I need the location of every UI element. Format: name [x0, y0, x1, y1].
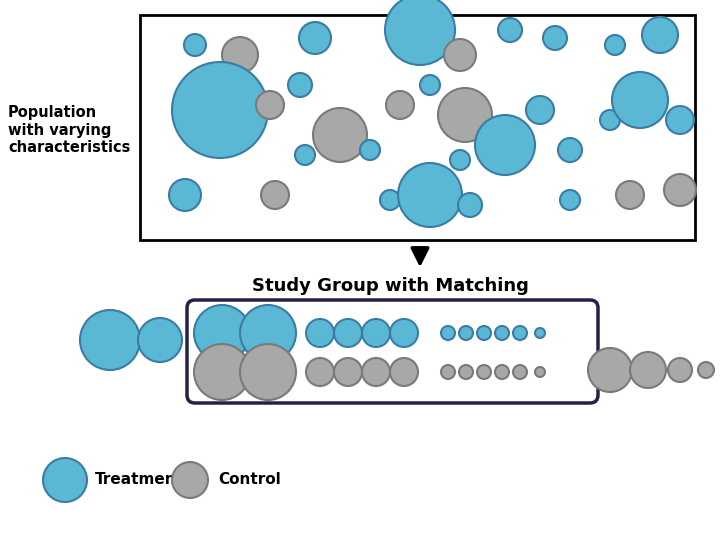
Text: Control: Control: [218, 472, 281, 488]
Ellipse shape: [616, 181, 644, 209]
Bar: [140, 15, 695, 240]
Ellipse shape: [222, 37, 258, 73]
Ellipse shape: [558, 138, 582, 162]
Ellipse shape: [459, 326, 473, 340]
Ellipse shape: [438, 88, 492, 142]
Ellipse shape: [588, 348, 632, 392]
Ellipse shape: [169, 179, 201, 211]
Ellipse shape: [194, 305, 250, 361]
Ellipse shape: [240, 344, 296, 400]
Ellipse shape: [612, 72, 668, 128]
Ellipse shape: [184, 34, 206, 56]
Ellipse shape: [664, 174, 696, 206]
Ellipse shape: [535, 328, 545, 338]
Ellipse shape: [138, 318, 182, 362]
Ellipse shape: [441, 365, 455, 379]
Ellipse shape: [477, 365, 491, 379]
Ellipse shape: [475, 115, 535, 175]
Ellipse shape: [240, 305, 296, 361]
Ellipse shape: [543, 26, 567, 50]
Ellipse shape: [526, 96, 554, 124]
Ellipse shape: [600, 110, 620, 130]
Ellipse shape: [605, 35, 625, 55]
Ellipse shape: [172, 62, 268, 158]
Ellipse shape: [43, 458, 87, 502]
Ellipse shape: [495, 326, 509, 340]
Ellipse shape: [666, 106, 694, 134]
Ellipse shape: [313, 108, 367, 162]
Ellipse shape: [386, 91, 414, 119]
FancyBboxPatch shape: [187, 300, 598, 403]
Ellipse shape: [194, 344, 250, 400]
Ellipse shape: [444, 39, 476, 71]
Ellipse shape: [360, 140, 380, 160]
Ellipse shape: [334, 358, 362, 386]
Ellipse shape: [420, 75, 440, 95]
Ellipse shape: [498, 18, 522, 42]
Ellipse shape: [385, 0, 455, 65]
Ellipse shape: [630, 352, 666, 388]
Ellipse shape: [513, 365, 527, 379]
Ellipse shape: [295, 145, 315, 165]
Ellipse shape: [334, 319, 362, 347]
Ellipse shape: [698, 362, 714, 378]
Ellipse shape: [513, 326, 527, 340]
Ellipse shape: [495, 365, 509, 379]
Ellipse shape: [306, 358, 334, 386]
Ellipse shape: [288, 73, 312, 97]
Ellipse shape: [80, 310, 140, 370]
Ellipse shape: [362, 319, 390, 347]
Ellipse shape: [642, 17, 678, 53]
Ellipse shape: [299, 22, 331, 54]
Ellipse shape: [256, 91, 284, 119]
Ellipse shape: [459, 365, 473, 379]
Ellipse shape: [450, 150, 470, 170]
Ellipse shape: [441, 326, 455, 340]
Ellipse shape: [172, 462, 208, 498]
Ellipse shape: [458, 193, 482, 217]
Ellipse shape: [380, 190, 400, 210]
Ellipse shape: [535, 367, 545, 377]
Text: Study Group with Matching: Study Group with Matching: [251, 277, 528, 295]
Ellipse shape: [668, 358, 692, 382]
Text: Treatment: Treatment: [95, 472, 184, 488]
Ellipse shape: [477, 326, 491, 340]
Ellipse shape: [306, 319, 334, 347]
Ellipse shape: [560, 190, 580, 210]
Ellipse shape: [362, 358, 390, 386]
Ellipse shape: [390, 319, 418, 347]
Ellipse shape: [398, 163, 462, 227]
Text: Population
with varying
characteristics: Population with varying characteristics: [8, 105, 130, 155]
Ellipse shape: [261, 181, 289, 209]
Ellipse shape: [390, 358, 418, 386]
